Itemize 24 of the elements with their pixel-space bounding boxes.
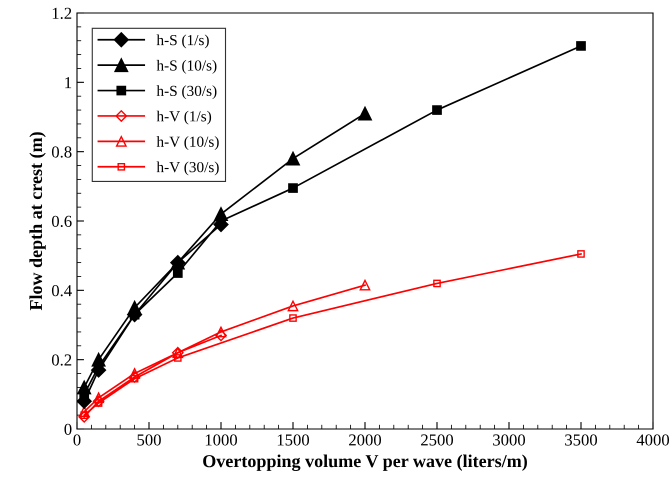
y-tick-label: 1.2	[52, 8, 72, 20]
x-tick-label: 4000	[636, 434, 670, 446]
y-tick-label: 0	[64, 424, 72, 435]
x-tick-label: 1000	[206, 434, 238, 446]
y-tick-label: 1	[65, 77, 72, 88]
legend-label: h-S (1/s)	[156, 34, 209, 48]
x-axis-title: Overtopping volume V per wave (liters/m)	[203, 454, 527, 472]
y-tick-label: 0.2	[52, 354, 72, 366]
legend-label: h-V (1/s)	[156, 110, 212, 125]
x-tick-label: 2500	[421, 434, 454, 446]
y-tick-label: 0.4	[52, 285, 72, 296]
legend-label: h-V (10/s)	[156, 136, 219, 150]
y-tick-label: 0.6	[52, 216, 72, 228]
x-tick-label: 3000	[493, 434, 526, 446]
legend-label: h-S (30/s)	[156, 85, 216, 100]
x-tick-label: 500	[137, 434, 161, 446]
legend-label: h-V (30/s)	[156, 162, 219, 176]
y-axis-title: Flow depth at crest (m)	[29, 132, 46, 310]
x-tick-label: 3500	[565, 434, 598, 446]
legend-label: h-S (10/s)	[156, 60, 216, 74]
y-tick-label: 0.8	[52, 146, 72, 158]
x-tick-label: 0	[73, 434, 81, 446]
x-tick-label: 2000	[349, 434, 382, 446]
x-tick-label: 1500	[278, 434, 310, 446]
